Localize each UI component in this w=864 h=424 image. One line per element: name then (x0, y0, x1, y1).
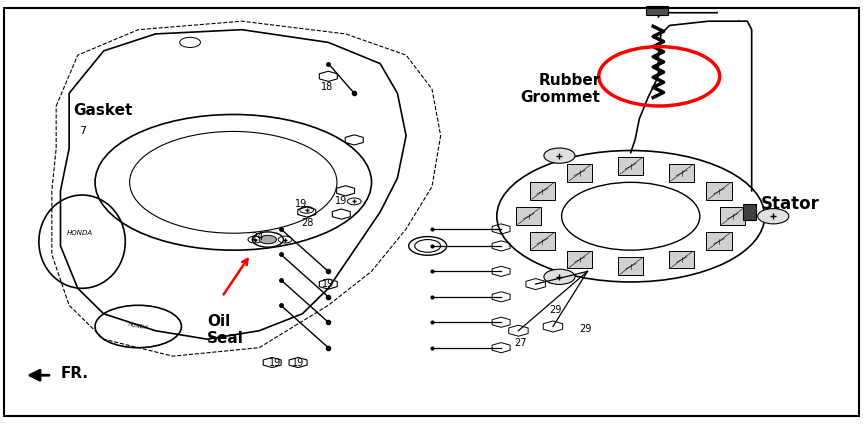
Text: Oil
Seal: Oil Seal (207, 314, 245, 346)
FancyBboxPatch shape (530, 232, 555, 250)
FancyBboxPatch shape (568, 164, 593, 182)
FancyBboxPatch shape (707, 182, 732, 200)
FancyBboxPatch shape (670, 164, 695, 182)
Text: 24: 24 (251, 232, 264, 243)
FancyBboxPatch shape (646, 6, 668, 15)
Text: HONDA: HONDA (128, 322, 149, 331)
Text: 18: 18 (321, 82, 333, 92)
Circle shape (259, 235, 276, 244)
Text: 19: 19 (295, 198, 307, 209)
FancyBboxPatch shape (567, 251, 593, 268)
Circle shape (543, 148, 575, 163)
FancyBboxPatch shape (618, 257, 643, 275)
Polygon shape (743, 204, 756, 220)
Text: 7: 7 (79, 126, 86, 137)
Text: 29: 29 (550, 304, 562, 315)
Text: 19: 19 (269, 357, 281, 368)
Circle shape (543, 269, 575, 285)
Text: 19: 19 (322, 279, 334, 289)
FancyBboxPatch shape (530, 182, 555, 200)
Text: FR.: FR. (60, 365, 88, 381)
Text: Rubber
Grommet: Rubber Grommet (521, 73, 600, 105)
Text: 29: 29 (580, 324, 592, 334)
FancyBboxPatch shape (618, 157, 643, 175)
FancyBboxPatch shape (720, 207, 745, 225)
Text: 19: 19 (335, 196, 347, 206)
Text: HONDA: HONDA (67, 230, 93, 236)
Text: Stator: Stator (760, 195, 819, 212)
Text: 27: 27 (515, 338, 527, 349)
FancyBboxPatch shape (670, 251, 695, 268)
Circle shape (758, 209, 789, 224)
Text: Gasket: Gasket (73, 103, 133, 118)
Text: 28: 28 (302, 218, 314, 228)
FancyBboxPatch shape (517, 207, 541, 225)
FancyBboxPatch shape (707, 232, 732, 250)
Text: 19: 19 (292, 357, 304, 368)
